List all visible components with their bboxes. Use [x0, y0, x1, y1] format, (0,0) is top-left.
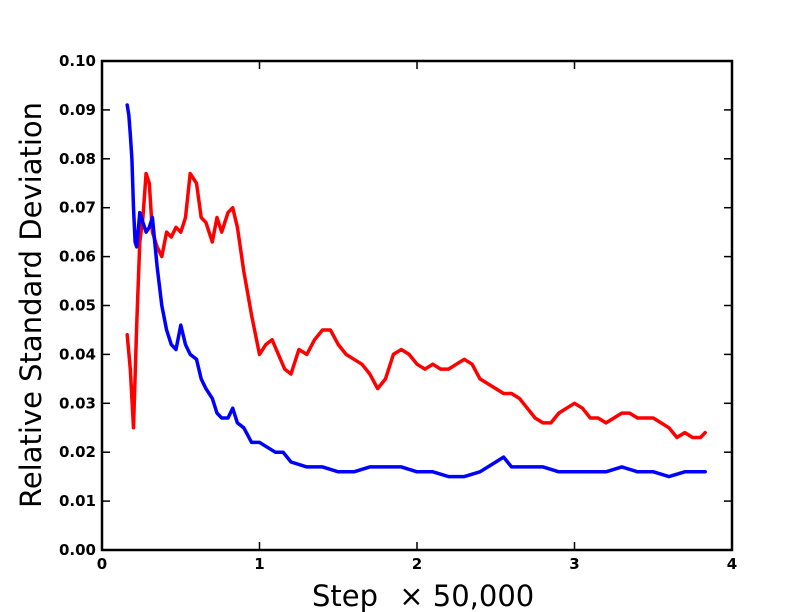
x-tick-label: 3: [569, 555, 579, 573]
y-tick-label: 0.05: [59, 297, 96, 315]
series-line-red: [125, 171, 707, 440]
x-axis-title-label: Step: [312, 579, 378, 612]
y-axis-title: Relative Standard Deviation: [14, 102, 48, 508]
y-tick-label: 0.09: [59, 101, 96, 119]
y-tick-label: 0.06: [59, 248, 96, 266]
y-tick-label: 0.01: [59, 492, 96, 510]
x-tick-label: 2: [412, 555, 422, 573]
y-tick-label: 0.10: [59, 52, 96, 70]
x-tick-label: 1: [254, 555, 264, 573]
ticks-layer: 0 1 2 3 4 0.00 0.01 0.02 0.03 0.04 0.05 0.06 0.07 0.0…: [59, 52, 737, 573]
x-axis-multiplier: × 50,000: [399, 579, 534, 612]
x-tick-label: 0: [97, 555, 107, 573]
y-tick-label: 0.03: [59, 394, 96, 412]
y-tick-label: 0.07: [59, 199, 96, 217]
y-tick-label: 0.04: [59, 345, 96, 363]
x-axis-title: Step × 50,000: [312, 579, 534, 612]
y-tick-label: 0.08: [59, 150, 96, 168]
y-tick-label: 0.00: [59, 541, 96, 559]
series-layer: [125, 103, 707, 479]
y-tick-label: 0.02: [59, 443, 96, 461]
x-tick-label: 4: [727, 555, 737, 573]
plot-frame: [100, 59, 734, 552]
series-line-blue: [125, 103, 707, 479]
